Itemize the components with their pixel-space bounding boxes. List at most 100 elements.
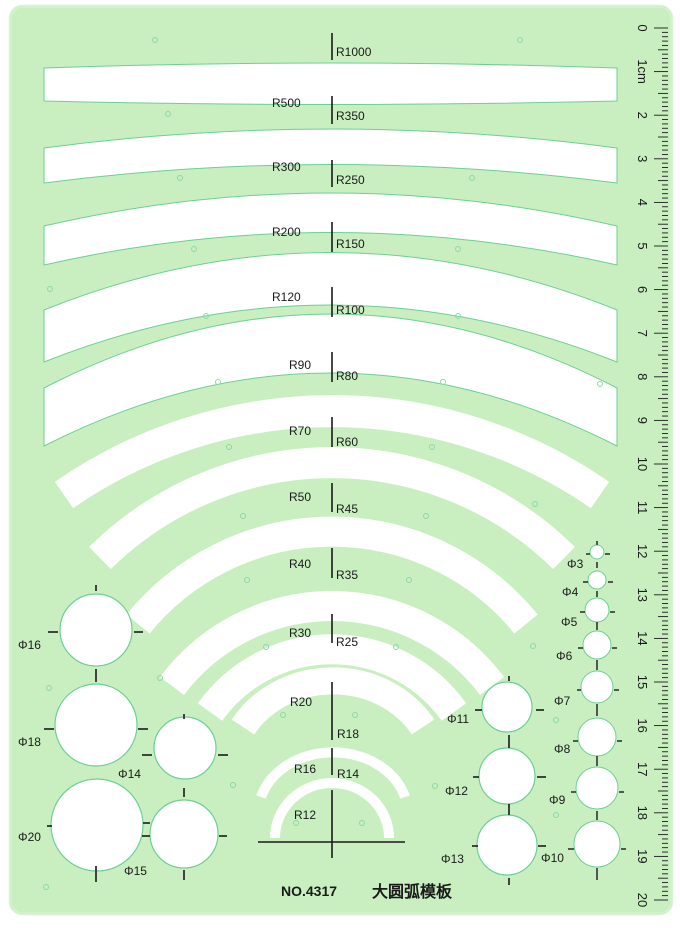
circles-right: Φ3 Φ4 Φ5 Φ6 Φ7 Φ8 Φ9 Φ10: [541, 541, 626, 880]
arc-cutouts: [43, 62, 618, 447]
arc-slot-r200-r150: [43, 252, 618, 363]
ruler-number: 19: [635, 849, 650, 863]
circle-label-d3: Φ3: [567, 557, 584, 571]
circle-cutout-d20: [50, 778, 144, 872]
arc-slot-r18-r16: [256, 747, 410, 799]
ruler-number: 2: [635, 112, 650, 119]
ruler-number: 3: [635, 155, 650, 162]
circle-cutout-d5: [584, 597, 610, 623]
arc-slot-r40-r35: [160, 591, 504, 696]
circle-label-d13: Φ13: [441, 852, 464, 866]
ruler-number: 8: [635, 373, 650, 380]
pin-holes: [43, 37, 603, 890]
circle-cutout-d12: [478, 747, 536, 805]
arc-label-r150: R150: [336, 237, 365, 251]
arc-label-r70: R70: [289, 424, 311, 438]
arc-label-r60: R60: [336, 435, 358, 449]
arc-label-r40: R40: [289, 557, 311, 571]
arc-label-r500: R500: [272, 96, 301, 110]
circle-label-d5: Φ5: [561, 615, 578, 629]
arc-label-r20: R20: [290, 695, 312, 709]
arc-slot-r300-r250: [43, 192, 618, 266]
arc-slot-r120-r100: [43, 313, 618, 447]
ruler-number: 13: [635, 588, 650, 602]
circle-label-d8: Φ8: [554, 742, 571, 756]
arc-label-r90: R90: [289, 358, 311, 372]
arc-label-r16: R16: [294, 762, 316, 776]
arc-label-r350: R350: [336, 109, 365, 123]
arc-label-r12: R12: [294, 808, 316, 822]
circle-label-d7: Φ7: [554, 694, 571, 708]
ruler-number: 6: [635, 286, 650, 293]
arc-slot-r20: [231, 667, 435, 735]
arc-label-r25: R25: [336, 635, 358, 649]
ruler-number: 7: [635, 330, 650, 337]
ruler-number: 5: [635, 242, 650, 249]
arc-label-r80: R80: [336, 369, 358, 383]
ruler-number: 14: [635, 631, 650, 645]
arc-slot-r1000: [43, 62, 618, 105]
arc-label-r200: R200: [272, 225, 301, 239]
circle-cutout-d16: [59, 593, 133, 667]
ruler: 0 1cm 2 3 4 5 6 7 8 9 10 11 12 13 14 15 16 17 18 19 20: [635, 24, 668, 907]
arc-label-r18: R18: [337, 727, 359, 741]
arc-label-r100: R100: [336, 303, 365, 317]
circle-cutout-d4: [587, 570, 607, 590]
circle-label-d6: Φ6: [556, 649, 573, 663]
center-ticks: [258, 33, 405, 858]
arc-label-r35: R35: [336, 568, 358, 582]
circle-cutout-d13: [476, 814, 538, 876]
circles-middle: Φ11 Φ12 Φ13: [441, 676, 546, 885]
ruler-number: 17: [635, 762, 650, 776]
circle-label-d15: Φ15: [124, 864, 147, 878]
arc-label-r250: R250: [336, 173, 365, 187]
ruler-number: 9: [635, 417, 650, 424]
circle-label-d9: Φ9: [549, 793, 566, 807]
ruler-number: 20: [635, 893, 650, 907]
ruler-number: 10: [635, 457, 650, 471]
circle-label-d11: Φ11: [447, 712, 469, 726]
circle-label-d12: Φ12: [445, 784, 468, 798]
circle-label-d18: Φ18: [18, 735, 41, 749]
arc-slot-r70-r60: [89, 447, 575, 570]
arc-label-r120: R120: [272, 290, 301, 304]
circle-cutout-d14: [153, 716, 217, 780]
circle-cutout-d9: [575, 766, 619, 810]
circle-cutout-d3: [589, 544, 605, 560]
arc-slot-r50-r45: [126, 516, 538, 634]
circle-label-d20: Φ20: [18, 830, 41, 844]
ruler-number: 0: [635, 24, 650, 31]
arc-labels: R1000 R500 R350 R300 R250 R200 R150 R120…: [272, 45, 372, 822]
arc-label-r50: R50: [289, 490, 311, 504]
circle-cutout-d18: [54, 683, 138, 767]
circle-label-d10: Φ10: [541, 851, 564, 865]
arc-label-r1000: R1000: [336, 45, 372, 59]
ruler-number: 1cm: [635, 59, 650, 84]
arc-slot-r30-r25: [197, 634, 467, 721]
circle-label-d16: Φ16: [18, 638, 41, 652]
circle-cutout-d8: [577, 717, 617, 757]
ruler-numbers: 0 1cm 2 3 4 5 6 7 8 9 10 11 12 13 14 15 16 17 18 19 20: [635, 24, 650, 907]
arc-label-r300: R300: [272, 160, 301, 174]
arc-slot-r90-r80: [54, 395, 610, 509]
circle-cutout-d10: [573, 820, 621, 868]
arc-label-r45: R45: [336, 502, 358, 516]
arc-label-r14: R14: [337, 767, 359, 781]
ruler-number: 12: [635, 544, 650, 558]
arc-label-r30: R30: [289, 626, 311, 640]
ruler-number: 4: [635, 199, 650, 206]
circles-left: Φ16 Φ18 Φ14 Φ20 Φ15: [18, 585, 228, 882]
arc-slot-r500-r350: [43, 128, 618, 184]
circle-label-d14: Φ14: [118, 767, 141, 781]
arc-cutouts-inner: [54, 395, 610, 839]
circle-cutout-d7: [580, 670, 614, 704]
ruler-number: 18: [635, 806, 650, 820]
ruler-number: 11: [635, 501, 650, 514]
circle-cutout-d15: [149, 799, 219, 869]
ruler-number: 15: [635, 675, 650, 689]
ruler-ticks: [654, 27, 668, 901]
circle-cutout-d11: [481, 681, 533, 733]
arc-slot-r14-r12: [270, 778, 394, 839]
circle-cutout-d6: [582, 630, 612, 660]
